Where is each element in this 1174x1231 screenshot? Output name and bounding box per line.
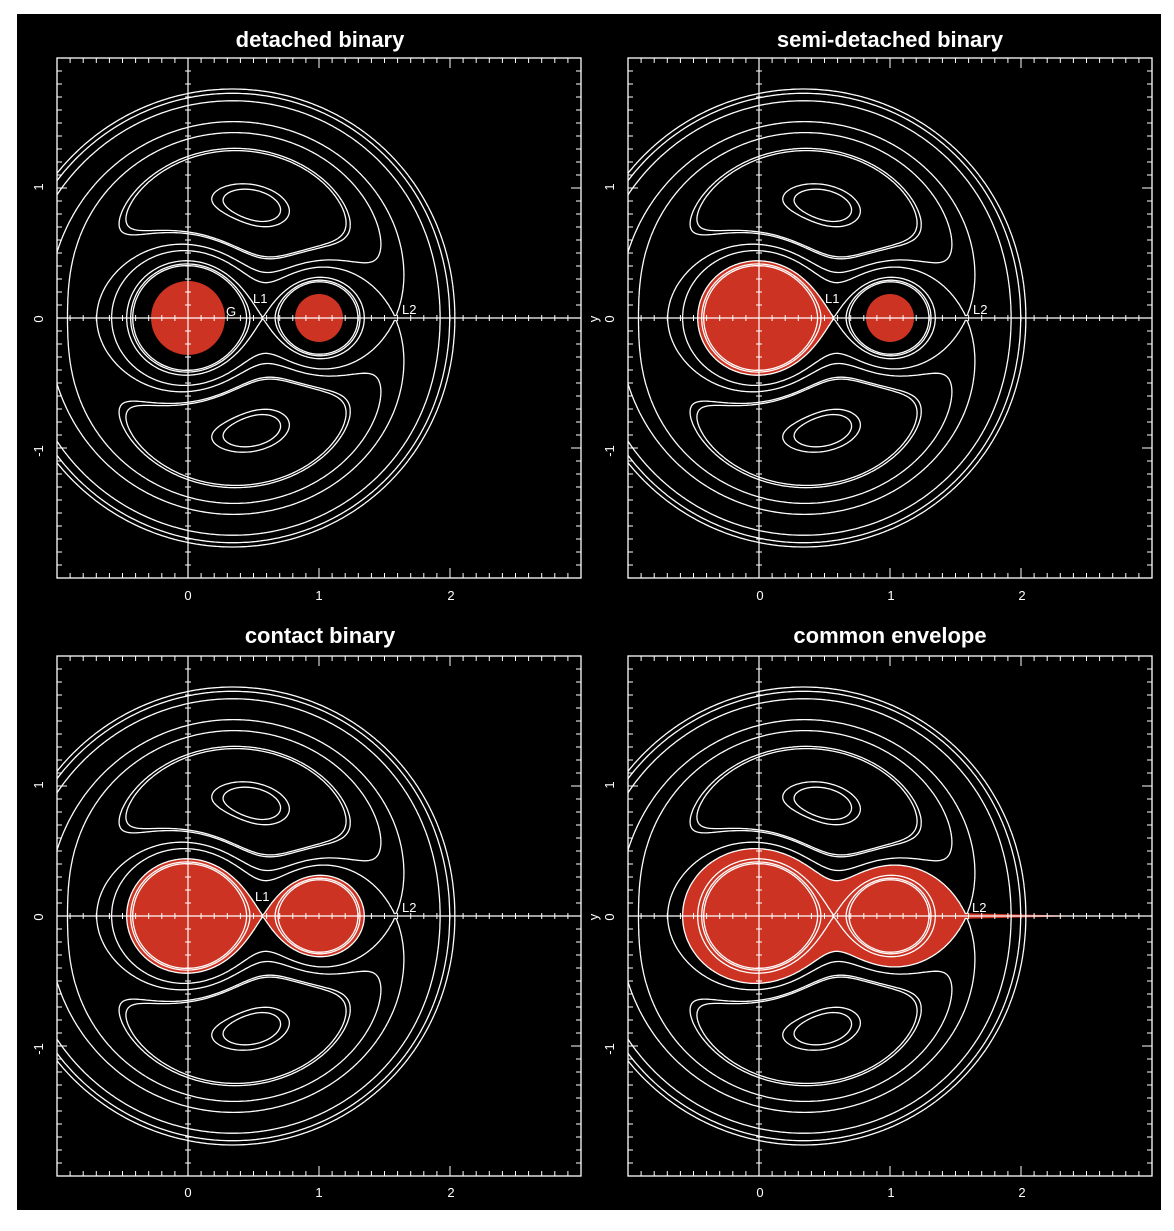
y-tick-label-minus-1: -1: [31, 1043, 46, 1055]
equipotential-contour-6: [211, 781, 291, 1051]
panel-title-common-envelope: common envelope: [793, 623, 986, 648]
y-axis-letter: y: [586, 913, 601, 920]
y-tick-label-0: 0: [602, 315, 617, 322]
equipotential-contour-8: [57, 686, 456, 1146]
l2-point-label: L2: [973, 302, 987, 317]
panel-title-contact: contact binary: [245, 623, 396, 648]
x-tick-label-1: 1: [315, 1185, 322, 1200]
y-tick-label-0: 0: [31, 315, 46, 322]
plot-frame: [56, 57, 582, 579]
equipotential-contour-3: [66, 729, 382, 1103]
x-tick-label-1: 1: [315, 588, 322, 603]
equipotential-contour-1: [628, 698, 1012, 1134]
equipotential-contour-5: [696, 149, 918, 487]
equipotential-contour-5: [125, 149, 347, 487]
y-tick-label-minus-1: -1: [602, 445, 617, 457]
x-tick-label-1: 1: [887, 588, 894, 603]
y-tick-label-minus-1: -1: [602, 1043, 617, 1055]
equipotential-contour-8: [628, 88, 1027, 548]
equipotential-contour-8: [57, 88, 456, 548]
equipotential-contour-6: [782, 183, 862, 453]
equipotential-contour-6: [782, 781, 862, 1051]
equipotential-contour-5: [696, 747, 918, 1085]
plot-contents: [628, 656, 1152, 1176]
equipotential-contour-4: [689, 147, 922, 489]
panel-plot-area: [627, 57, 1153, 579]
y-axis-letter: y: [586, 315, 601, 322]
x-tick-label-2: 2: [447, 588, 454, 603]
equipotential-contour-5: [125, 747, 347, 1085]
equipotential-contour-0: [628, 690, 1022, 1142]
equipotential-contour-3: [637, 131, 953, 505]
panel-plot-area: [56, 655, 582, 1177]
equipotential-contour-1: [57, 100, 441, 536]
equipotential-contour-7: [793, 786, 853, 1046]
plot-frame: [56, 655, 582, 1177]
x-tick-label-1: 1: [887, 1185, 894, 1200]
l1-point-label: L1: [253, 291, 267, 306]
panel-title-detached: detached binary: [236, 27, 405, 52]
l1-point-label: L1: [255, 889, 269, 904]
equipotential-contour-0: [57, 92, 451, 544]
x-tick-label-0: 0: [756, 1185, 763, 1200]
equipotential-contour-7: [222, 786, 282, 1046]
equipotential-contour-0: [57, 690, 451, 1142]
equipotential-contour-4: [118, 147, 351, 489]
panel-plot-area: [627, 655, 1153, 1177]
panel-contact-binary: contact binary 0 1 2 1 0 -1 L1 L2: [31, 623, 582, 1200]
l1-point-label: L1: [825, 291, 839, 306]
plot-contents: [57, 656, 581, 1176]
equipotential-contour-4: [689, 745, 922, 1087]
l2-point-label: L2: [402, 900, 416, 915]
y-tick-label-1: 1: [31, 183, 46, 190]
equipotential-contour-2: [57, 718, 405, 1114]
equipotential-contour-2: [57, 120, 405, 516]
panel-semi-detached-binary: semi-detached binary 0 1 2 1 0 -1 y L1 L…: [586, 27, 1153, 603]
plot-frame: [627, 57, 1153, 579]
y-tick-label-0: 0: [602, 913, 617, 920]
plot-frame: [627, 655, 1153, 1177]
equipotential-contour-6: [211, 183, 291, 453]
panel-common-envelope: common envelope 0 1 2 1 0 -1 y L2: [586, 623, 1153, 1200]
equipotential-contour-8: [628, 686, 1027, 1146]
equipotential-contour-7: [222, 188, 282, 448]
x-tick-label-0: 0: [756, 588, 763, 603]
equipotential-contour-1: [57, 698, 441, 1134]
y-tick-label-minus-1: -1: [31, 445, 46, 457]
equipotential-contour-0: [628, 92, 1022, 544]
panel-plot-area: [56, 57, 582, 579]
center-of-mass-label: G: [226, 304, 236, 319]
panel-detached-binary: detached binary 0 1 2 1 0 -1 G L1 L2: [31, 27, 582, 603]
y-tick-label-1: 1: [602, 183, 617, 190]
x-tick-label-2: 2: [447, 1185, 454, 1200]
l2-point-label: L2: [972, 900, 986, 915]
y-tick-label-1: 1: [31, 781, 46, 788]
plot-contents: [628, 58, 1152, 578]
equipotential-contour-2: [628, 120, 976, 516]
x-tick-label-0: 0: [184, 588, 191, 603]
y-tick-label-1: 1: [602, 781, 617, 788]
equipotential-contour-4: [118, 745, 351, 1087]
y-tick-label-0: 0: [31, 913, 46, 920]
l2-point-label: L2: [402, 302, 416, 317]
equipotential-contour-1: [628, 100, 1012, 536]
figure-background: [17, 14, 1161, 1210]
x-tick-label-0: 0: [184, 1185, 191, 1200]
x-tick-label-2: 2: [1018, 588, 1025, 603]
x-tick-label-2: 2: [1018, 1185, 1025, 1200]
equipotential-contour-7: [793, 188, 853, 448]
equipotential-contour-3: [637, 729, 953, 1103]
equipotential-contour-3: [66, 131, 382, 505]
equipotential-contour-2: [628, 718, 976, 1114]
panel-title-semi-detached: semi-detached binary: [777, 27, 1004, 52]
